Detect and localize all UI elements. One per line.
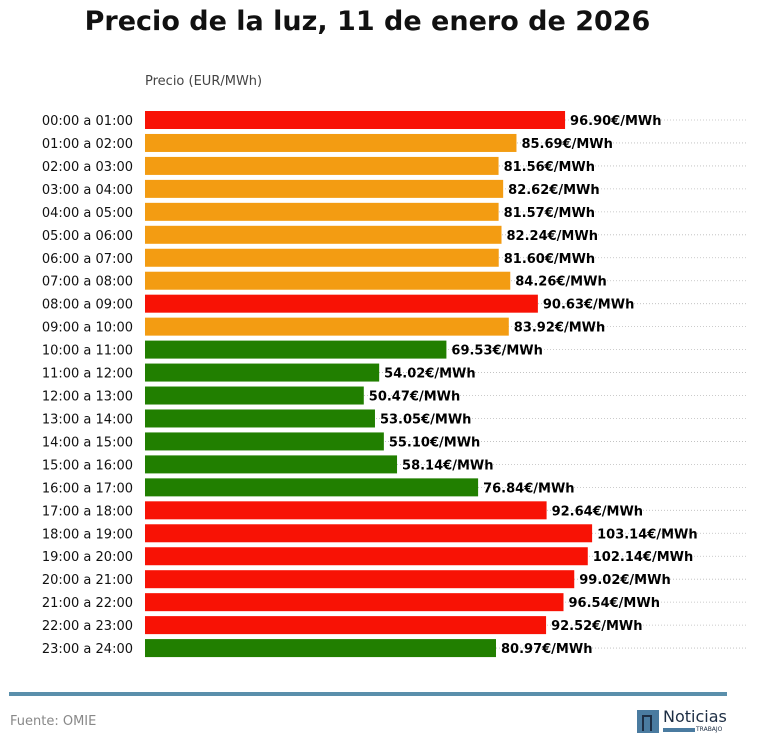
tick-label: 20:00 a 21:00 [42, 573, 133, 588]
tick-label: 10:00 a 11:00 [42, 344, 133, 359]
tick-label: 18:00 a 19:00 [42, 527, 133, 542]
logo: Noticias TRABAJO [637, 707, 729, 735]
bar [145, 225, 502, 244]
tick-label: 02:00 a 03:00 [42, 160, 133, 175]
bar [145, 363, 380, 382]
logo-text: Noticias [663, 707, 727, 726]
data-label: 81.57€/MWh [504, 206, 595, 221]
data-label: 96.90€/MWh [570, 114, 661, 129]
data-label: 84.26€/MWh [515, 275, 606, 290]
footer-divider [9, 692, 727, 696]
bar [145, 432, 384, 451]
bar [145, 202, 499, 221]
bar [145, 340, 447, 359]
tick-label: 01:00 a 02:00 [42, 137, 133, 152]
data-label: 85.69€/MWh [521, 137, 612, 152]
data-label: 58.14€/MWh [402, 458, 493, 473]
data-label: 55.10€/MWh [389, 435, 480, 450]
bar [145, 317, 509, 336]
bar [145, 133, 517, 152]
tick-label: 08:00 a 09:00 [42, 298, 133, 313]
data-label: 90.63€/MWh [543, 298, 634, 313]
bar [145, 455, 398, 474]
data-label: 83.92€/MWh [514, 321, 605, 336]
logo-mark [637, 710, 659, 733]
data-label: 102.14€/MWh [593, 550, 694, 565]
bar [145, 593, 564, 612]
bar [145, 294, 538, 313]
logo-bar [663, 728, 695, 732]
tick-label: 19:00 a 20:00 [42, 550, 133, 565]
tick-label: 11:00 a 12:00 [42, 367, 133, 382]
bar [145, 248, 499, 267]
logo-subtext: TRABAJO [696, 726, 723, 733]
tick-label: 05:00 a 06:00 [42, 229, 133, 244]
tick-label: 00:00 a 01:00 [42, 114, 133, 129]
bar [145, 156, 499, 175]
bar [145, 547, 588, 566]
tick-label: 22:00 a 23:00 [42, 619, 133, 634]
data-label: 53.05€/MWh [380, 412, 471, 427]
bar [145, 639, 497, 658]
bar [145, 409, 375, 428]
tick-label: 21:00 a 22:00 [42, 596, 133, 611]
chart-title: Precio de la luz, 11 de enero de 2026 [84, 6, 651, 37]
bar [145, 478, 479, 497]
data-label: 103.14€/MWh [597, 527, 698, 542]
bar [145, 570, 575, 589]
tick-label: 16:00 a 17:00 [42, 481, 133, 496]
data-label: 92.52€/MWh [551, 619, 642, 634]
bar [145, 616, 547, 635]
bar [145, 271, 511, 290]
tick-label: 15:00 a 16:00 [42, 458, 133, 473]
bar [145, 501, 547, 520]
bar-chart: 96.90€/MWh 00:00 a 01:00 85.69€/MWh 01:00 a… [42, 111, 748, 658]
tick-label: 13:00 a 14:00 [42, 412, 133, 427]
tick-label: 12:00 a 13:00 [42, 390, 133, 405]
tick-label: 06:00 a 07:00 [42, 252, 133, 267]
tick-label: 17:00 a 18:00 [42, 504, 133, 519]
data-label: 76.84€/MWh [483, 481, 574, 496]
tick-label: 04:00 a 05:00 [42, 206, 133, 221]
tick-label: 14:00 a 15:00 [42, 435, 133, 450]
tick-label: 07:00 a 08:00 [42, 275, 133, 290]
axis-label: Precio (EUR/MWh) [145, 74, 263, 89]
source-note: Fuente: OMIE [10, 714, 97, 729]
data-label: 81.56€/MWh [504, 160, 595, 175]
tick-label: 23:00 a 24:00 [42, 642, 133, 657]
bar [145, 179, 504, 198]
tick-label: 09:00 a 10:00 [42, 321, 133, 336]
data-label: 96.54€/MWh [569, 596, 660, 611]
tick-label: 03:00 a 04:00 [42, 183, 133, 198]
data-label: 82.24€/MWh [507, 229, 598, 244]
data-label: 81.60€/MWh [504, 252, 595, 267]
data-label: 69.53€/MWh [451, 344, 542, 359]
data-label: 50.47€/MWh [369, 390, 460, 405]
bar [145, 524, 593, 543]
data-label: 92.64€/MWh [552, 504, 643, 519]
data-label: 82.62€/MWh [508, 183, 599, 198]
data-label: 54.02€/MWh [384, 367, 475, 382]
bar [145, 111, 566, 129]
data-label: 99.02€/MWh [579, 573, 670, 588]
bar [145, 386, 364, 405]
data-label: 80.97€/MWh [501, 642, 592, 657]
